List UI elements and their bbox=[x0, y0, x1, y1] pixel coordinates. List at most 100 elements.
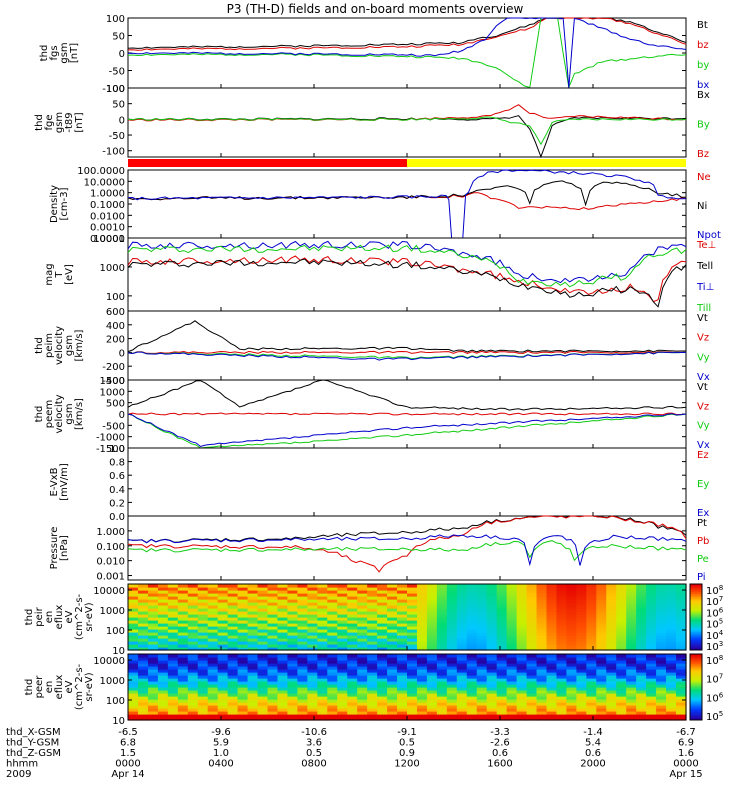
heatmap-cell bbox=[616, 611, 627, 615]
heatmap-cell bbox=[297, 660, 308, 664]
heatmap-cell bbox=[676, 626, 687, 630]
heatmap-cell bbox=[207, 611, 219, 615]
heatmap-cell bbox=[546, 632, 558, 636]
heatmap-cell bbox=[287, 714, 298, 718]
heatmap-cell bbox=[397, 663, 408, 667]
heatmap-cell bbox=[536, 684, 548, 688]
heatmap-cell bbox=[436, 654, 448, 658]
heatmap-cell bbox=[536, 623, 548, 627]
heatmap-cell bbox=[387, 657, 398, 661]
heatmap-cell bbox=[506, 681, 518, 685]
heatmap-cell bbox=[407, 602, 418, 606]
heatmap-cell bbox=[128, 690, 139, 694]
heatmap-cell bbox=[416, 696, 428, 700]
heatmap-cell bbox=[666, 711, 677, 715]
heatmap-cell bbox=[526, 632, 538, 636]
heatmap-cell bbox=[297, 696, 308, 700]
x-axis-row-label: 2009 bbox=[6, 769, 31, 780]
heatmap-cell bbox=[237, 696, 249, 700]
heatmap-cell bbox=[287, 629, 298, 633]
heatmap-cell bbox=[397, 684, 408, 688]
heatmap-cell bbox=[416, 705, 428, 709]
heatmap-cell bbox=[367, 629, 378, 633]
heatmap-cell bbox=[147, 711, 159, 715]
heatmap-cell bbox=[536, 611, 548, 615]
heatmap-cell bbox=[616, 684, 627, 688]
heatmap-cell bbox=[137, 684, 149, 688]
heatmap-cell bbox=[486, 708, 498, 712]
heatmap-cell bbox=[237, 717, 249, 721]
heatmap-cell bbox=[416, 693, 428, 697]
heatmap-cell bbox=[217, 693, 229, 697]
heatmap-cell bbox=[666, 593, 677, 597]
heatmap-cell bbox=[337, 620, 348, 624]
heatmap-cell bbox=[257, 635, 269, 639]
heatmap-cell bbox=[526, 590, 538, 594]
heatmap-cell bbox=[287, 717, 298, 721]
heatmap-cell bbox=[576, 663, 587, 667]
heatmap-cell bbox=[157, 699, 169, 703]
status-bar-segment bbox=[407, 159, 686, 167]
heatmap-cell bbox=[556, 690, 568, 694]
heatmap-cell bbox=[277, 638, 289, 642]
heatmap-cell bbox=[526, 675, 538, 679]
heatmap-cell bbox=[277, 714, 289, 718]
heatmap-cell bbox=[377, 584, 388, 588]
heatmap-cell bbox=[596, 626, 607, 630]
heatmap-cell bbox=[666, 638, 677, 642]
heatmap-cell bbox=[237, 635, 249, 639]
heatmap-cell bbox=[616, 608, 627, 612]
colorbar-cell bbox=[690, 680, 702, 683]
heatmap-cell bbox=[157, 590, 169, 594]
heatmap-cell bbox=[566, 675, 577, 679]
heatmap-cell bbox=[177, 614, 189, 618]
legend-entry: Pb bbox=[697, 536, 709, 547]
heatmap-cell bbox=[147, 584, 159, 588]
heatmap-cell bbox=[187, 708, 199, 712]
heatmap-cell bbox=[556, 654, 568, 658]
heatmap-cell bbox=[506, 584, 518, 588]
heatmap-cell bbox=[267, 666, 279, 670]
heatmap-cell bbox=[596, 690, 607, 694]
heatmap-cell bbox=[656, 693, 667, 697]
heatmap-cell bbox=[466, 696, 478, 700]
heatmap-cell bbox=[656, 654, 667, 658]
colorbar-cell bbox=[690, 716, 702, 719]
colorbar-cell bbox=[690, 657, 702, 660]
heatmap-cell bbox=[307, 647, 318, 651]
heatmap-cell bbox=[157, 611, 169, 615]
heatmap-cell bbox=[596, 593, 607, 597]
heatmap-cell bbox=[596, 647, 607, 651]
heatmap-cell bbox=[187, 641, 199, 645]
heatmap-cell bbox=[317, 696, 328, 700]
heatmap-cell bbox=[167, 632, 179, 636]
heatmap-cell bbox=[187, 675, 199, 679]
heatmap-cell bbox=[576, 702, 587, 706]
heatmap-cell bbox=[566, 681, 577, 685]
heatmap-cell bbox=[426, 690, 438, 694]
heatmap-cell bbox=[377, 711, 388, 715]
colorbar-cell bbox=[690, 672, 702, 675]
heatmap-cell bbox=[367, 602, 378, 606]
heatmap-cell bbox=[546, 614, 558, 618]
heatmap-cell bbox=[456, 605, 468, 609]
heatmap-cell bbox=[367, 687, 378, 691]
heatmap-cell bbox=[257, 626, 269, 630]
heatmap-cell bbox=[167, 708, 179, 712]
heatmap-cell bbox=[277, 590, 289, 594]
heatmap-cell bbox=[197, 666, 209, 670]
heatmap-cell bbox=[267, 687, 279, 691]
heatmap-cell bbox=[147, 632, 159, 636]
heatmap-cell bbox=[387, 690, 398, 694]
heatmap-cell bbox=[606, 705, 617, 709]
heatmap-cell bbox=[367, 681, 378, 685]
heatmap-cell bbox=[327, 647, 338, 651]
heatmap-cell bbox=[606, 614, 617, 618]
heatmap-cell bbox=[237, 672, 249, 676]
heatmap-cell bbox=[556, 702, 568, 706]
heatmap-cell bbox=[167, 666, 179, 670]
heatmap-cell bbox=[327, 657, 338, 661]
heatmap-cell bbox=[387, 626, 398, 630]
heatmap-cell bbox=[516, 666, 528, 670]
heatmap-cell bbox=[676, 635, 687, 639]
